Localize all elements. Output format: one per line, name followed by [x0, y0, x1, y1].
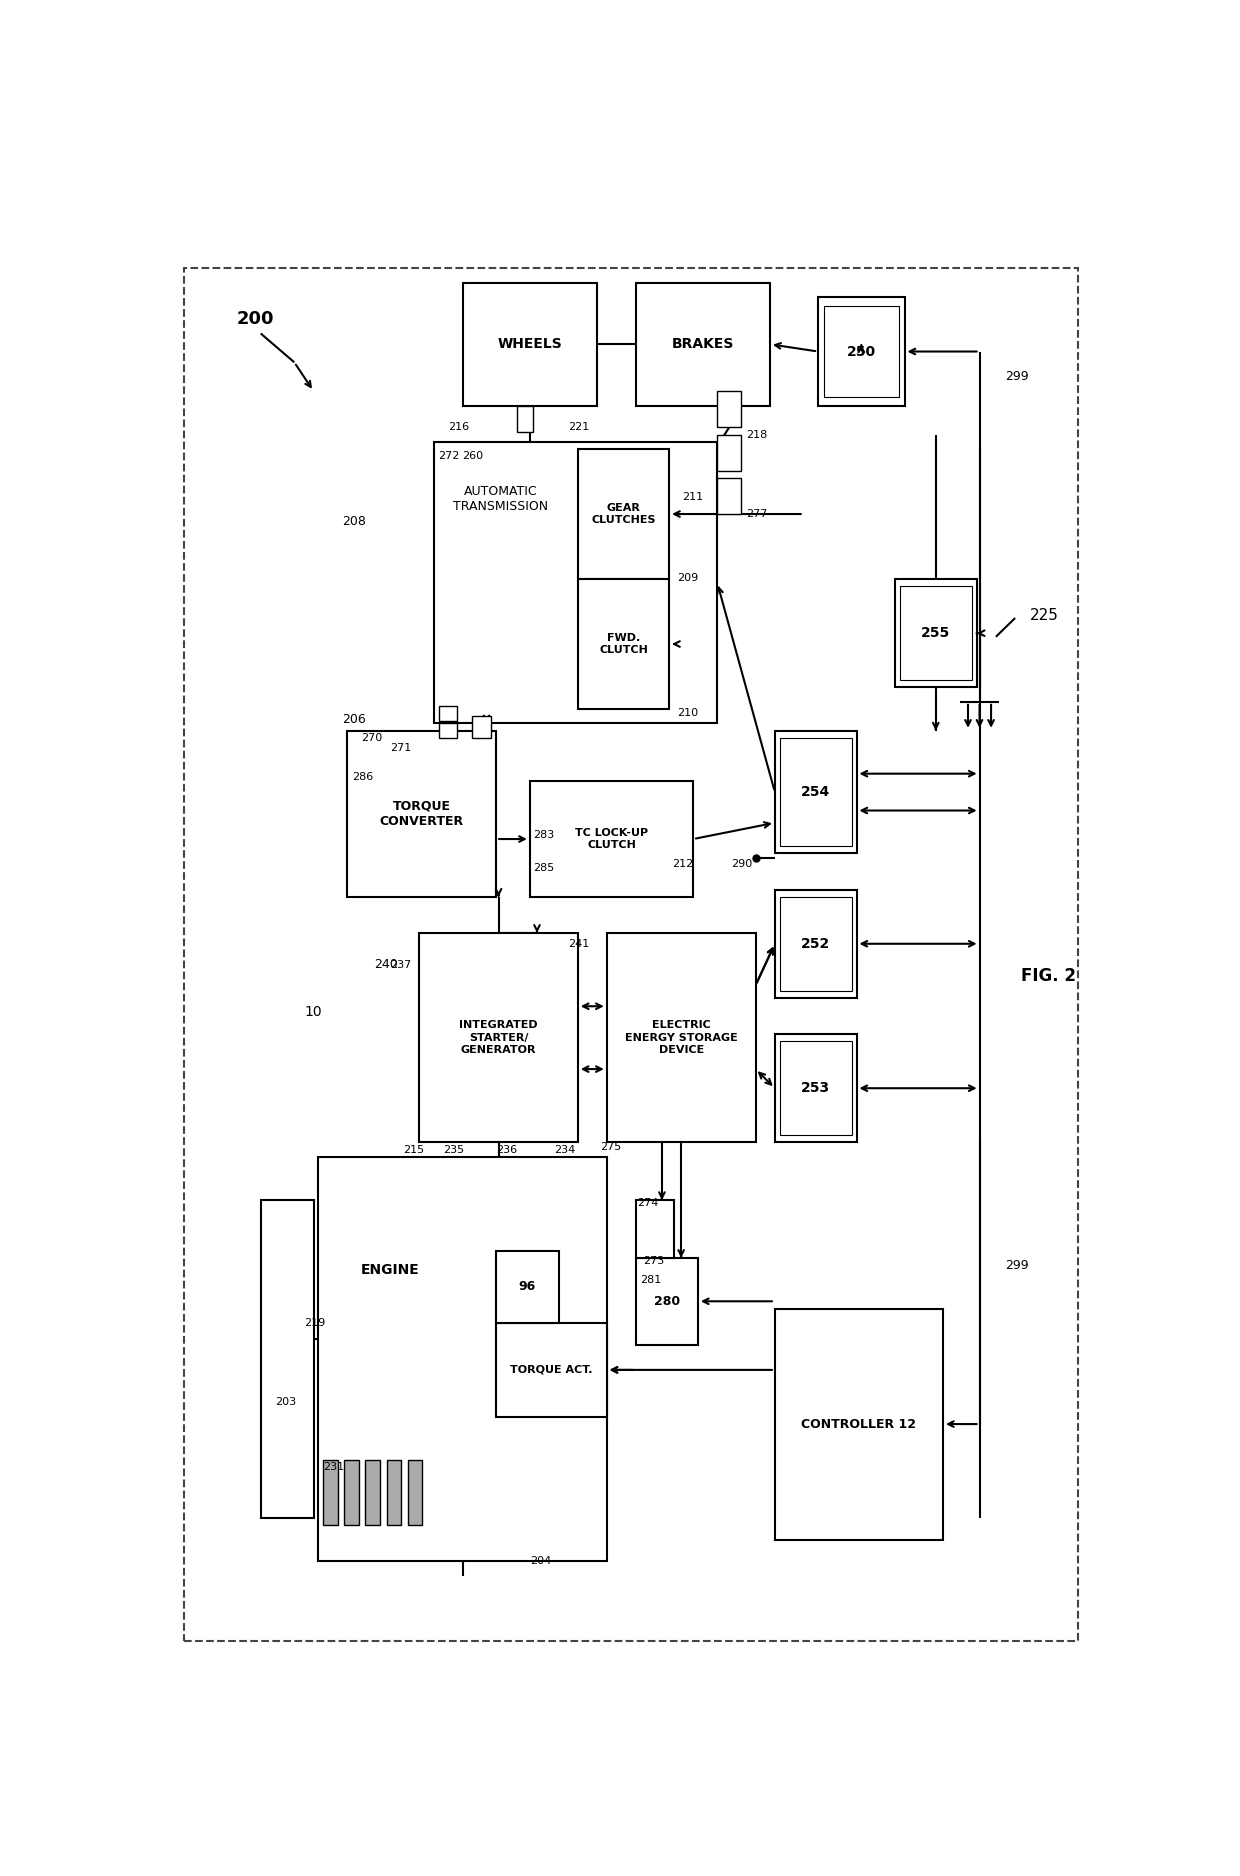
Text: 253: 253	[801, 1081, 831, 1096]
Text: 273: 273	[644, 1255, 665, 1266]
Text: WHEELS: WHEELS	[497, 338, 562, 351]
Text: 255: 255	[921, 627, 950, 640]
Text: 208: 208	[342, 514, 366, 527]
Text: 96: 96	[518, 1279, 536, 1293]
Text: 225: 225	[1029, 608, 1059, 623]
Bar	[717, 392, 742, 428]
Text: FWD.
CLUTCH: FWD. CLUTCH	[599, 632, 649, 655]
Bar	[823, 306, 899, 398]
Text: 211: 211	[682, 492, 703, 501]
Text: 203: 203	[275, 1398, 296, 1407]
Bar	[419, 932, 578, 1142]
Bar	[472, 717, 491, 737]
Bar	[345, 1460, 358, 1525]
Bar	[900, 587, 972, 681]
Text: 280: 280	[653, 1294, 680, 1308]
Text: 299: 299	[1006, 370, 1029, 383]
Bar	[387, 1460, 401, 1525]
Text: FIG. 2: FIG. 2	[1022, 968, 1076, 985]
Text: 237: 237	[391, 961, 412, 970]
Text: TC LOCK-UP
CLUTCH: TC LOCK-UP CLUTCH	[575, 827, 649, 850]
Text: INTEGRATED
STARTER/
GENERATOR: INTEGRATED STARTER/ GENERATOR	[459, 1021, 538, 1054]
Text: 250: 250	[847, 345, 875, 358]
Bar	[775, 732, 857, 854]
Bar	[408, 1460, 422, 1525]
Text: BRAKES: BRAKES	[672, 338, 734, 351]
Text: 271: 271	[391, 743, 412, 752]
Text: AUTOMATIC
TRANSMISSION: AUTOMATIC TRANSMISSION	[454, 486, 548, 514]
Bar	[780, 737, 852, 846]
Bar	[717, 478, 742, 514]
Bar	[260, 1201, 314, 1518]
Text: 241: 241	[568, 940, 589, 949]
Text: 290: 290	[732, 859, 753, 869]
Text: 218: 218	[746, 430, 768, 439]
Bar	[635, 1201, 675, 1259]
Text: 200: 200	[237, 310, 274, 328]
Text: 216: 216	[448, 422, 469, 431]
Text: 270: 270	[362, 734, 383, 743]
Text: TORQUE ACT.: TORQUE ACT.	[510, 1366, 593, 1375]
Bar	[578, 580, 670, 709]
Text: GEAR
CLUTCHES: GEAR CLUTCHES	[591, 503, 656, 525]
Bar	[347, 732, 496, 897]
Text: 254: 254	[801, 784, 831, 799]
Bar	[818, 298, 904, 405]
Text: 272: 272	[439, 452, 460, 461]
Text: 212: 212	[672, 859, 693, 869]
Text: 215: 215	[403, 1144, 424, 1154]
Text: 277: 277	[746, 508, 768, 520]
Bar	[496, 1251, 558, 1323]
Bar	[775, 1309, 944, 1540]
Text: 209: 209	[677, 572, 698, 583]
Bar	[780, 1041, 852, 1135]
Text: 204: 204	[529, 1557, 551, 1566]
Text: 285: 285	[533, 863, 554, 872]
Bar	[463, 283, 596, 405]
Bar	[517, 405, 533, 431]
Bar	[439, 705, 456, 720]
Text: ELECTRIC
ENERGY STORAGE
DEVICE: ELECTRIC ENERGY STORAGE DEVICE	[625, 1021, 738, 1054]
Text: 221: 221	[568, 422, 589, 431]
Text: 210: 210	[677, 709, 698, 719]
Text: 274: 274	[637, 1199, 658, 1208]
Bar	[578, 448, 670, 580]
Bar	[635, 283, 770, 405]
Text: TORQUE
CONVERTER: TORQUE CONVERTER	[379, 799, 464, 829]
Bar	[529, 780, 693, 897]
Text: 275: 275	[600, 1142, 621, 1152]
Text: 219: 219	[304, 1319, 325, 1328]
Bar	[606, 932, 755, 1142]
Bar	[635, 1259, 698, 1345]
Bar	[439, 724, 456, 737]
Text: 235: 235	[444, 1144, 465, 1154]
Text: 236: 236	[496, 1144, 517, 1154]
Text: 240: 240	[374, 959, 398, 972]
Text: 283: 283	[533, 829, 554, 840]
Bar	[895, 580, 977, 687]
Text: 206: 206	[342, 713, 366, 726]
Text: 260: 260	[463, 452, 484, 461]
Bar	[780, 897, 852, 991]
Text: 234: 234	[554, 1144, 575, 1154]
Bar	[775, 889, 857, 998]
Text: 299: 299	[1006, 1259, 1029, 1272]
Bar	[434, 443, 717, 724]
Bar	[324, 1460, 337, 1525]
Bar	[366, 1460, 379, 1525]
Bar	[717, 435, 742, 471]
Text: 281: 281	[640, 1274, 662, 1285]
Text: CONTROLLER 12: CONTROLLER 12	[801, 1418, 916, 1431]
Text: 252: 252	[801, 936, 831, 951]
Text: 10: 10	[304, 1006, 321, 1019]
Text: 286: 286	[352, 771, 373, 782]
Text: ENGINE: ENGINE	[361, 1263, 420, 1278]
Bar	[319, 1157, 606, 1561]
Bar	[775, 1034, 857, 1142]
Bar	[496, 1323, 606, 1416]
Text: 231: 231	[324, 1463, 345, 1473]
